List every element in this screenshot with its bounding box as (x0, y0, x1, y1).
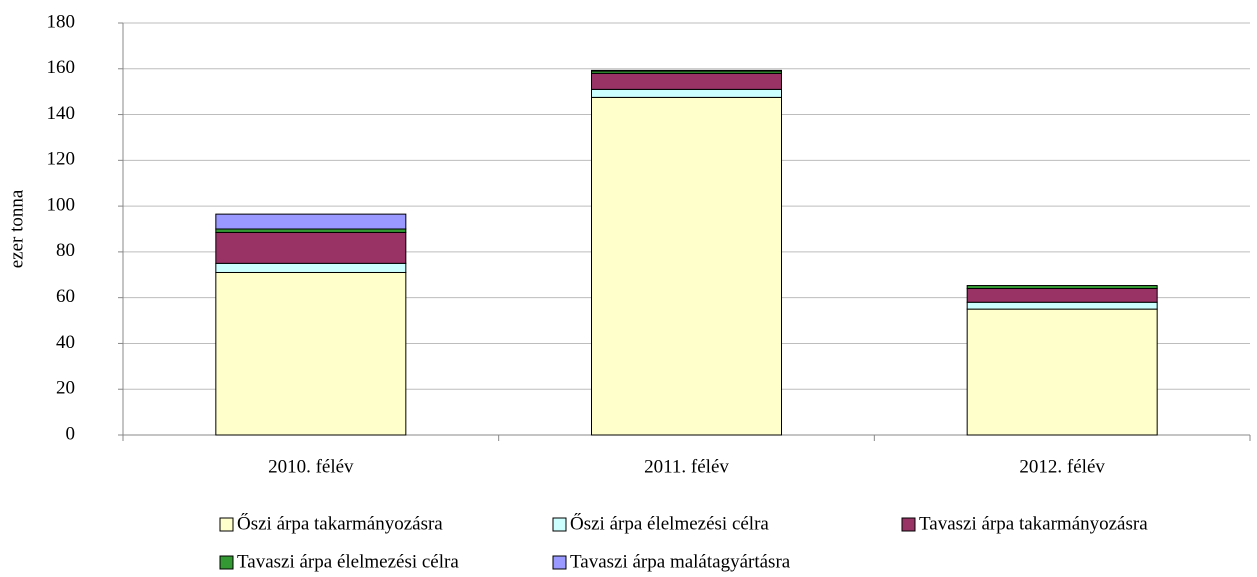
y-tick-label: 140 (47, 103, 76, 124)
y-tick-label: 0 (66, 423, 76, 444)
legend-label: Tavaszi árpa malátagyártásra (570, 551, 791, 572)
bar-segment (215, 228, 407, 233)
y-tick-label: 100 (47, 194, 76, 215)
y-tick-label: 20 (56, 378, 75, 399)
legend-swatch (901, 517, 916, 532)
x-tick-label: 2010. félév (268, 456, 354, 477)
legend-swatch (552, 555, 567, 570)
y-tick-label: 40 (56, 332, 75, 353)
bar-segment (215, 271, 407, 436)
x-tick-label: 2011. félév (644, 456, 729, 477)
y-tick-label: 180 (47, 11, 76, 32)
bar-segment (591, 69, 782, 72)
bar-segment (966, 285, 1158, 290)
y-tick-label: 80 (56, 240, 75, 261)
legend-swatch (219, 517, 234, 532)
bar-segment (215, 262, 407, 273)
y-tick-label: 60 (56, 286, 75, 307)
bar-segment (215, 213, 407, 230)
legend-label: Tavaszi árpa élelmezési célra (237, 551, 459, 572)
bar-segment (966, 301, 1158, 310)
bar-segment (966, 308, 1158, 436)
y-tick-label: 160 (47, 57, 76, 78)
legend-label: Őszi árpa élelmezési célra (570, 512, 769, 534)
bar-segment (966, 288, 1158, 303)
bar-segment (591, 96, 782, 436)
y-axis-label: ezer tonna (6, 189, 27, 268)
legend-label: Tavaszi árpa takarmányozásra (919, 513, 1148, 534)
y-tick-label: 120 (47, 149, 76, 170)
bar-segment (591, 88, 782, 98)
bar-segment (591, 72, 782, 90)
bar-segment (215, 231, 407, 264)
legend-label: Őszi árpa takarmányozásra (237, 512, 443, 534)
legend-swatch (552, 517, 567, 532)
legend-swatch (219, 555, 234, 570)
x-tick-label: 2012. félév (1019, 456, 1105, 477)
